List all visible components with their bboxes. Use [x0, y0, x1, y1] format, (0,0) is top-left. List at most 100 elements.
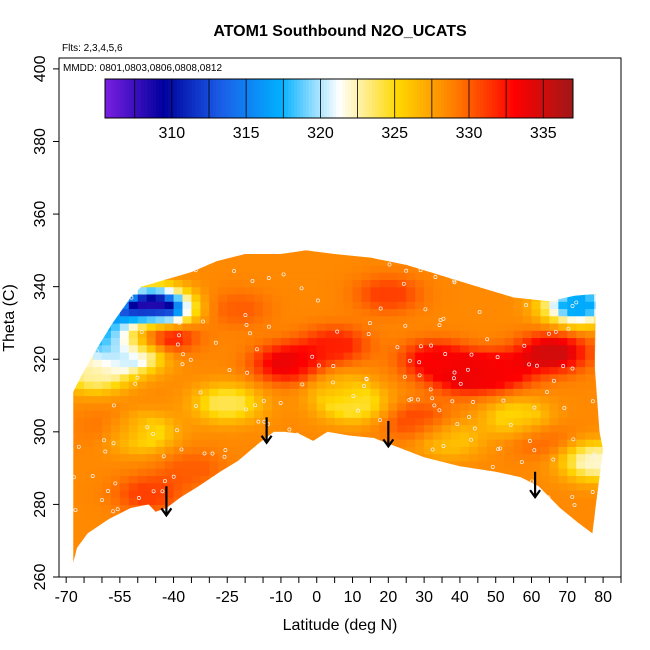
heatmap-cell: [459, 533, 470, 542]
heatmap-cell: [558, 381, 568, 389]
heatmap-cell: [486, 555, 497, 563]
heatmap-cell: [397, 351, 407, 360]
heatmap-cell: [84, 308, 94, 317]
sample-point: [364, 377, 369, 382]
heatmap-cell: [495, 344, 506, 353]
heatmap-cell: [379, 417, 389, 426]
heatmap-cell: [280, 482, 291, 491]
colorbar-swatch: [177, 79, 181, 118]
heatmap-cell: [271, 359, 282, 368]
heatmap-cell: [513, 475, 524, 484]
heatmap-cell: [93, 286, 103, 295]
sample-point: [331, 364, 336, 368]
heatmap-cell: [200, 359, 210, 368]
heatmap-cell: [298, 301, 309, 310]
heatmap-cell: [93, 395, 103, 404]
heatmap-cell: [334, 547, 345, 556]
heatmap-cell: [325, 504, 336, 513]
heatmap-cell: [254, 460, 264, 469]
colorbar-swatch: [441, 79, 445, 118]
heatmap-cell: [450, 293, 461, 302]
heatmap-cell: [442, 381, 452, 389]
heatmap-cell: [334, 424, 345, 433]
heatmap-cell: [307, 547, 318, 556]
heatmap-cell: [531, 446, 542, 455]
heatmap-cell: [477, 366, 488, 375]
heatmap-cell: [406, 315, 416, 324]
heatmap-cell: [316, 337, 327, 346]
heatmap-cell: [442, 301, 452, 310]
heatmap-cell: [406, 279, 416, 288]
heatmap-cell: [280, 330, 291, 339]
heatmap-cell: [504, 526, 515, 535]
heatmap-cell: [146, 497, 157, 506]
heatmap-cell: [370, 489, 380, 498]
heatmap-cell: [370, 250, 380, 259]
heatmap-cell: [164, 322, 175, 331]
heatmap-cell: [289, 497, 300, 506]
heatmap-cell: [84, 468, 94, 476]
sample-point: [407, 358, 412, 363]
heatmap-cell: [549, 518, 559, 527]
heatmap-cell: [522, 257, 533, 266]
heatmap-cell: [558, 293, 568, 302]
heatmap-cell: [442, 257, 452, 266]
heatmap-cell: [271, 395, 282, 404]
heatmap-cell: [119, 381, 130, 389]
heatmap-cell: [567, 279, 577, 288]
heatmap-cell: [298, 286, 309, 295]
heatmap-cell: [254, 453, 264, 462]
heatmap-cell: [146, 286, 157, 295]
sample-point: [194, 403, 198, 408]
heatmap-cell: [101, 366, 112, 375]
sample-point: [486, 280, 491, 285]
heatmap-cell: [110, 410, 121, 418]
heatmap-cell: [549, 337, 559, 346]
colorbar-swatch: [405, 79, 409, 118]
heatmap-cell: [119, 424, 130, 433]
heatmap-cell: [209, 497, 219, 506]
heatmap-cell: [227, 351, 237, 360]
heatmap-cell: [522, 293, 533, 302]
heatmap-cell: [298, 264, 309, 273]
heatmap-cell: [433, 272, 443, 280]
heatmap-cell: [334, 402, 345, 411]
heatmap-cell: [603, 504, 604, 513]
heatmap-cell: [182, 351, 193, 360]
colorbar-swatch: [264, 79, 268, 118]
heatmap-cell: [450, 308, 461, 317]
heatmap-cell: [406, 301, 416, 310]
heatmap-cell: [298, 518, 309, 527]
heatmap-cell: [352, 439, 363, 447]
heatmap-cell: [84, 373, 94, 382]
heatmap-cell: [110, 424, 121, 433]
heatmap-cell: [73, 272, 76, 280]
heatmap-cell: [486, 381, 497, 389]
sample-point: [447, 469, 452, 474]
heatmap-cell: [155, 526, 166, 535]
heatmap-cell: [540, 475, 551, 484]
sample-point: [491, 482, 496, 487]
heatmap-cell: [298, 366, 309, 375]
sample-point: [175, 428, 180, 433]
sample-point: [103, 449, 108, 454]
heatmap-cell: [254, 351, 264, 360]
heatmap-cell: [442, 453, 452, 462]
heatmap-cell: [567, 344, 577, 353]
heatmap-cell: [415, 562, 425, 563]
heatmap-cell: [352, 533, 363, 542]
heatmap-cell: [289, 373, 300, 382]
heatmap-cell: [495, 250, 506, 251]
heatmap-cell: [594, 460, 604, 469]
colorbar-swatch: [321, 79, 325, 118]
heatmap-cell: [280, 453, 291, 462]
heatmap-cell: [397, 562, 407, 563]
heatmap-cell: [397, 526, 407, 535]
heatmap-cell: [298, 562, 309, 563]
heatmap-cell: [245, 511, 255, 520]
heatmap-cell: [218, 540, 228, 549]
heatmap-cell: [468, 540, 479, 549]
heatmap-cell: [343, 489, 354, 498]
heatmap-cell: [558, 518, 568, 527]
sample-point: [570, 366, 575, 371]
